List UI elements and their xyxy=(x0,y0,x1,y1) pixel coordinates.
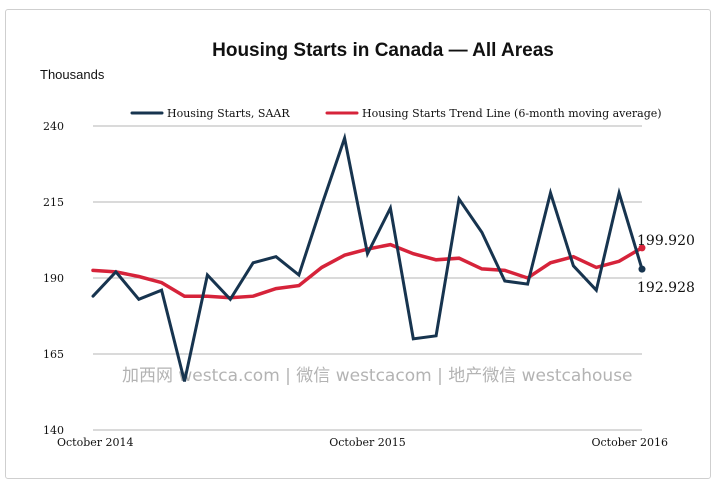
saar-end-point xyxy=(638,265,646,273)
trend-end-value-label: 199.920 xyxy=(637,233,695,249)
x-tick-label: October 2014 xyxy=(57,436,134,449)
legend: Housing Starts, SAAR Housing Starts Tren… xyxy=(130,107,662,120)
saar-series-line xyxy=(91,132,644,382)
y-tick-label: 215 xyxy=(43,196,64,209)
x-axis-ticks: October 2014 October 2015 October 2016 xyxy=(57,436,668,449)
chart-frame xyxy=(5,9,711,479)
saar-end-value-label: 192.928 xyxy=(637,280,695,296)
legend-label-trend: Housing Starts Trend Line (6-month movin… xyxy=(362,107,662,120)
y-tick-label: 140 xyxy=(43,424,64,437)
x-tick-label: October 2015 xyxy=(329,436,406,449)
y-axis-unit-label: Thousands xyxy=(40,67,105,82)
legend-label-saar: Housing Starts, SAAR xyxy=(167,107,290,120)
y-tick-label: 190 xyxy=(43,272,64,285)
series-lines xyxy=(91,132,646,382)
chart-title: Housing Starts in Canada — All Areas xyxy=(212,40,554,61)
gridlines xyxy=(93,125,642,431)
y-tick-label: 240 xyxy=(43,120,64,133)
y-axis-ticks: 140 165 190 215 240 xyxy=(43,120,64,437)
watermark-text: 加西网 westca.com | 微信 westcacom | 地产微信 wes… xyxy=(122,366,633,386)
y-tick-label: 165 xyxy=(43,348,64,361)
x-tick-label: October 2016 xyxy=(591,436,668,449)
trend-end-point xyxy=(638,244,646,252)
